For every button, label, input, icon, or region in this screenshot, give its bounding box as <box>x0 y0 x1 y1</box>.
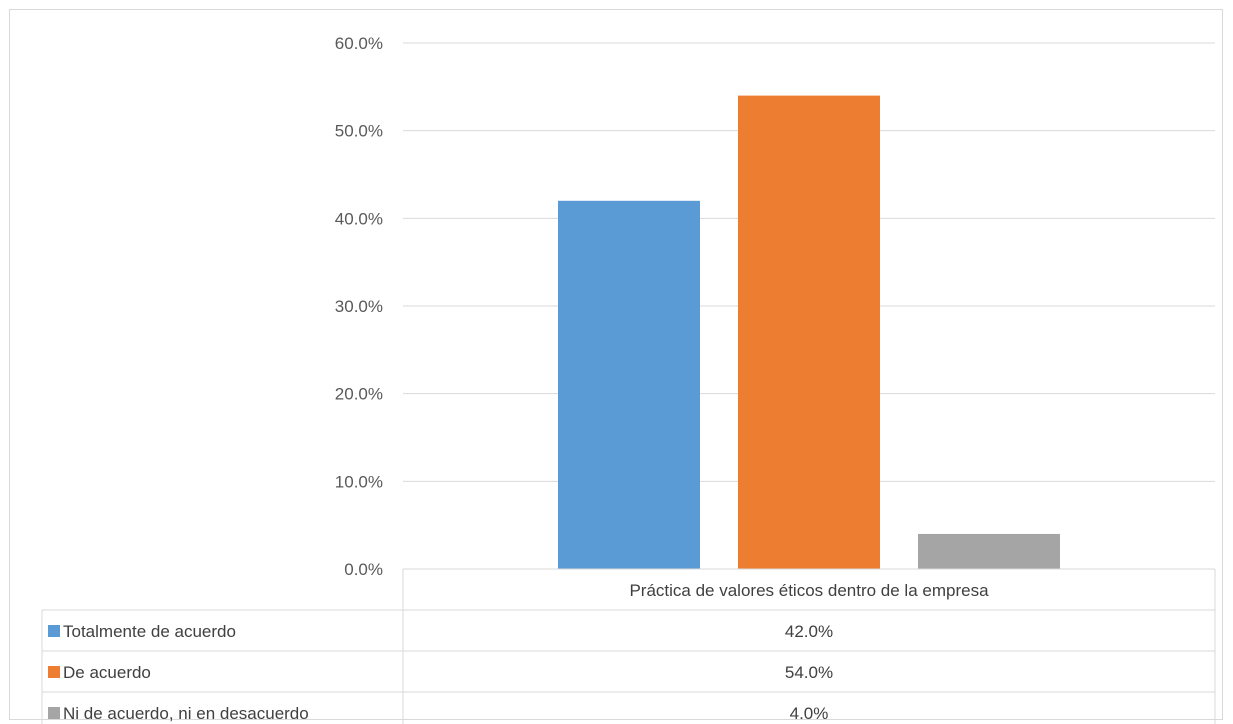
y-tick-label: 30.0% <box>335 297 383 316</box>
data-label-1: 42.0% <box>785 622 833 641</box>
legend-swatch-3 <box>48 707 60 719</box>
bar-2 <box>738 95 880 569</box>
y-tick-label: 0.0% <box>344 560 383 579</box>
category-label: Práctica de valores éticos dentro de la … <box>629 581 989 600</box>
bar-1 <box>558 200 700 570</box>
y-tick-label: 20.0% <box>335 385 383 404</box>
bars <box>558 95 1060 570</box>
data-label-2: 54.0% <box>785 663 833 682</box>
legend-label-3: Ni de acuerdo, ni en desacuerdo <box>63 704 309 723</box>
data-table: Práctica de valores éticos dentro de la … <box>41 568 1216 724</box>
legend-swatch-2 <box>48 666 60 678</box>
bar-3 <box>918 533 1060 569</box>
legend-swatch-1 <box>48 625 60 637</box>
y-tick-label: 10.0% <box>335 472 383 491</box>
legend-label-1: Totalmente de acuerdo <box>63 622 236 641</box>
y-tick-label: 60.0% <box>335 34 383 53</box>
data-label-3: 4.0% <box>790 704 829 723</box>
y-tick-label: 40.0% <box>335 209 383 228</box>
y-tick-label: 50.0% <box>335 122 383 141</box>
y-axis-ticks: 0.0% 10.0% 20.0% 30.0% 40.0% 50.0% 60.0% <box>335 34 383 579</box>
legend-label-2: De acuerdo <box>63 663 151 682</box>
